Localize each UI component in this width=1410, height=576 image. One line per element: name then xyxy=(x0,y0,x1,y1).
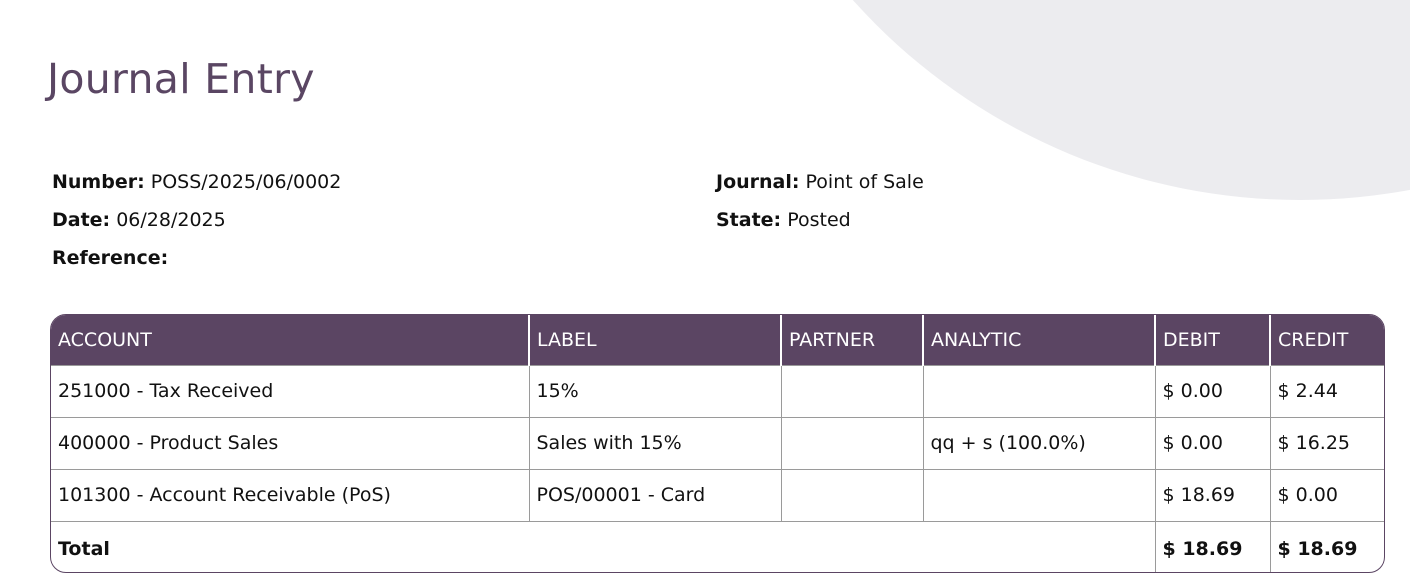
meta-right-column: Journal: Point of Sale State: Posted xyxy=(716,163,924,239)
cell-analytic xyxy=(923,468,1156,521)
column-header-label: LABEL xyxy=(529,315,782,365)
table-row: 101300 - Account Receivable (PoS) POS/00… xyxy=(51,468,1384,521)
cell-label: POS/00001 - Card xyxy=(529,468,782,521)
page-title: Journal Entry xyxy=(47,55,315,103)
cell-partner xyxy=(781,364,924,417)
reference-row: Reference: xyxy=(52,239,341,277)
cell-label: 15% xyxy=(529,364,782,417)
cell-credit: $ 0.00 xyxy=(1270,468,1384,521)
cell-credit: $ 2.44 xyxy=(1270,364,1384,417)
column-header-partner: PARTNER xyxy=(781,315,924,365)
total-credit: $ 18.69 xyxy=(1270,520,1384,572)
cell-debit: $ 18.69 xyxy=(1155,468,1271,521)
column-header-debit: DEBIT xyxy=(1155,315,1271,365)
number-value: POSS/2025/06/0002 xyxy=(150,171,342,193)
column-header-account: ACCOUNT xyxy=(51,315,530,365)
date-row: Date: 06/28/2025 xyxy=(52,201,341,239)
cell-analytic: qq + s (100.0%) xyxy=(923,416,1156,469)
cell-partner xyxy=(781,468,924,521)
column-header-analytic: ANALYTIC xyxy=(923,315,1156,365)
total-debit: $ 18.69 xyxy=(1155,520,1271,572)
meta-left-column: Number: POSS/2025/06/0002 Date: 06/28/20… xyxy=(52,163,341,277)
state-label: State: xyxy=(716,209,782,231)
date-value: 06/28/2025 xyxy=(116,209,226,231)
number-label: Number: xyxy=(52,171,145,193)
cell-analytic xyxy=(923,364,1156,417)
cell-label: Sales with 15% xyxy=(529,416,782,469)
number-row: Number: POSS/2025/06/0002 xyxy=(52,163,341,201)
cell-debit: $ 0.00 xyxy=(1155,364,1271,417)
cell-credit: $ 16.25 xyxy=(1270,416,1384,469)
state-value: Posted xyxy=(787,209,851,231)
journal-label: Journal: xyxy=(716,171,800,193)
cell-account: 101300 - Account Receivable (PoS) xyxy=(51,468,530,521)
cell-account: 251000 - Tax Received xyxy=(51,364,530,417)
table-row: 251000 - Tax Received 15% $ 0.00 $ 2.44 xyxy=(51,364,1384,417)
cell-debit: $ 0.00 xyxy=(1155,416,1271,469)
journal-row: Journal: Point of Sale xyxy=(716,163,924,201)
journal-value: Point of Sale xyxy=(805,171,924,193)
date-label: Date: xyxy=(52,209,111,231)
total-row: Total $ 18.69 $ 18.69 xyxy=(51,520,1384,572)
cell-account: 400000 - Product Sales xyxy=(51,416,530,469)
column-header-credit: CREDIT xyxy=(1270,315,1384,365)
table-row: 400000 - Product Sales Sales with 15% qq… xyxy=(51,416,1384,469)
journal-lines-table-container: ACCOUNT LABEL PARTNER ANALYTIC DEBIT CRE… xyxy=(50,314,1385,573)
cell-partner xyxy=(781,416,924,469)
table-header-row: ACCOUNT LABEL PARTNER ANALYTIC DEBIT CRE… xyxy=(51,315,1384,365)
reference-label: Reference: xyxy=(52,247,169,269)
total-label: Total xyxy=(51,520,1156,572)
journal-lines-table: ACCOUNT LABEL PARTNER ANALYTIC DEBIT CRE… xyxy=(51,315,1384,572)
state-row: State: Posted xyxy=(716,201,924,239)
